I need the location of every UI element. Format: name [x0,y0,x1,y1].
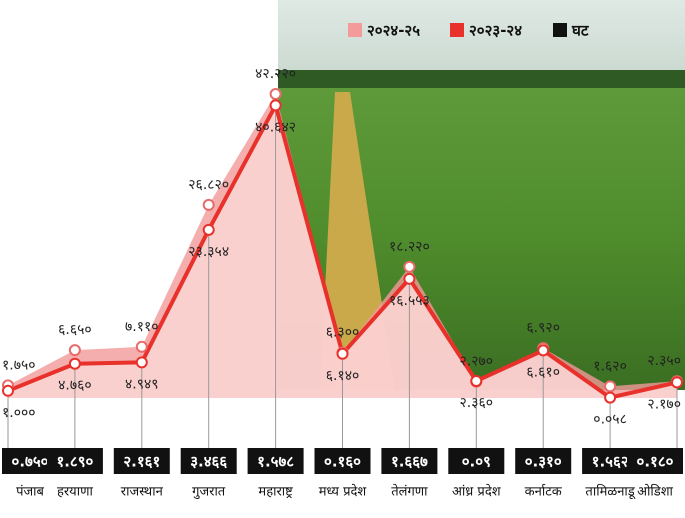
value-label: २३.३५४ [188,244,229,260]
legend-swatch [348,23,362,37]
decline-label: ३.४६६ [190,453,227,471]
value-label: १.७५० [2,357,36,373]
point [135,340,148,353]
value-label: ७.११० [125,319,159,335]
decline-label: ०.१८० [637,453,674,471]
category-label: महाराष्ट्र [258,485,293,500]
value-label: २.२७० [460,354,494,370]
value-label: ०.०५८ [593,412,627,428]
value-label: ४०.६४२ [255,119,296,135]
background-photo [278,0,685,390]
point [604,391,617,404]
value-label: २.३६० [460,395,494,411]
value-label: १.६२० [593,358,627,374]
decline-label: २.१६१ [123,453,160,471]
category-label: तामिळनाडू [585,484,635,500]
decline-box [247,448,304,474]
value-label: २.१७० [647,396,681,412]
value-label: ६.६५० [58,322,92,338]
category-label: गुजरात [192,485,226,500]
point [269,88,282,101]
decline-box [113,448,170,474]
point [202,223,215,236]
decline-label: ०.१६० [324,453,361,471]
decline-label: १.६६७ [391,453,428,471]
point [202,198,215,211]
value-label: ६.३०० [326,325,360,341]
value-label: ४.९४९ [125,376,159,392]
point [336,347,349,360]
legend-label: २०२४-२५ [367,22,420,40]
decline-label: १.५६२ [592,453,629,471]
point [604,380,617,393]
value-label: ६.९२० [526,320,560,336]
category-label: मध्य प्रदेश [319,484,368,500]
point [403,260,416,273]
point [403,272,416,285]
category-label: तेलंगणा [391,484,428,500]
point [537,344,550,357]
value-label: १८.२२० [389,239,430,255]
value-label: २.३५० [647,353,681,369]
point [2,384,14,397]
category-label: राजस्थान [121,485,164,500]
decline-box [46,448,103,474]
value-label: १६.५५३ [389,293,430,309]
legend-swatch [450,23,464,37]
point [470,375,483,388]
legend-label: २०२३-२४ [469,22,522,40]
decline-box [627,448,683,474]
category-label: ओडिशा [637,484,673,500]
decline-label: ०.०९ [462,453,491,471]
decline-label: १.८९० [56,453,93,471]
point [68,344,81,357]
legend-label: घट [571,22,590,40]
category-label: कर्नाटक [525,484,563,500]
value-label: २६.८२० [188,177,229,193]
decline-box [381,448,438,474]
decline-box [314,448,371,474]
point [269,99,282,112]
value-label: ६.६१० [526,364,560,380]
decline-box [448,448,505,474]
plot: १.७५० ६.६५० ७.११० २६.८२० ४२.२२० ६.३०० १८.२२० २.… [2,66,683,500]
point [68,357,81,370]
decline-box [180,448,237,474]
value-label: ४.७६० [58,378,92,394]
decline-label: ०.७५० [12,453,49,471]
category-label: आंध्र प्रदेश [452,484,502,500]
value-label: ४२.२२० [255,66,296,82]
category-label: पंजाब [16,485,44,500]
legend-swatch [553,23,567,37]
value-label: ६.१४० [326,368,360,384]
point [671,376,683,389]
category-label: हरयाणा [57,485,94,500]
legend: २०२४-२५ २०२३-२४ घट [348,22,590,40]
decline-box [515,448,572,474]
area-2023-24 [8,105,677,399]
point [135,356,148,369]
value-label: १.००० [2,405,36,421]
decline-label: १.५७८ [257,453,294,471]
decline-label: ०.३१० [525,453,562,471]
